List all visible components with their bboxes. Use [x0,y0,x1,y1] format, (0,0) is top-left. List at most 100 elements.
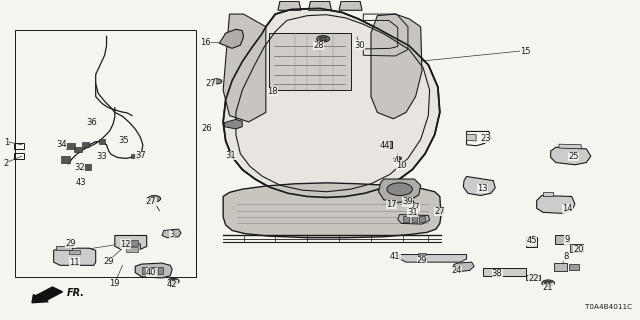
Text: 42: 42 [167,280,177,289]
Text: 24: 24 [452,266,462,275]
Text: 1: 1 [4,138,9,147]
Text: T0A4B4011C: T0A4B4011C [585,304,632,310]
Text: 33: 33 [97,152,108,161]
Polygon shape [543,192,552,196]
Text: 3: 3 [170,230,175,239]
Text: 8: 8 [563,252,569,261]
Polygon shape [308,1,332,10]
Circle shape [387,201,396,206]
Bar [403,216,408,222]
Text: 44: 44 [380,141,390,150]
Polygon shape [223,8,440,197]
Bar [61,156,70,163]
Text: 10: 10 [396,161,407,170]
FancyArrow shape [32,287,63,303]
Text: 27: 27 [146,197,156,206]
Circle shape [212,79,222,84]
Bar [142,267,147,274]
Text: 29: 29 [65,239,76,248]
Bar [82,142,90,147]
Text: 19: 19 [109,279,120,288]
Text: 4: 4 [394,156,399,164]
Circle shape [168,278,179,284]
Bar [527,275,540,280]
Text: 29: 29 [417,256,428,265]
Polygon shape [339,1,362,10]
Text: 27: 27 [205,79,216,88]
Text: 16: 16 [200,38,211,47]
Text: 30: 30 [354,41,365,50]
Circle shape [435,209,444,214]
Text: 37: 37 [135,151,146,160]
Bar [158,267,163,274]
Text: 32: 32 [74,164,84,172]
Text: 14: 14 [562,204,573,213]
Circle shape [387,183,412,196]
Bar [74,147,82,152]
Text: 17: 17 [386,200,397,209]
Text: 41: 41 [390,252,401,261]
Polygon shape [220,29,244,48]
Text: 38: 38 [492,269,502,278]
Text: 43: 43 [76,178,86,187]
Text: 15: 15 [520,47,531,56]
Text: 25: 25 [568,152,579,161]
Circle shape [170,280,177,283]
Polygon shape [225,119,243,129]
Polygon shape [223,14,266,122]
Text: 39: 39 [403,197,413,206]
Polygon shape [399,254,467,262]
Bar [56,246,72,250]
Text: 2: 2 [4,159,9,168]
Bar [99,140,105,144]
Polygon shape [463,177,495,196]
Bar [555,236,569,244]
Circle shape [317,36,330,42]
Text: 23: 23 [481,134,491,143]
Circle shape [394,156,401,160]
Text: 36: 36 [86,118,97,127]
Polygon shape [278,1,301,10]
Circle shape [148,196,161,202]
Bar [418,253,426,260]
Polygon shape [371,14,422,119]
Bar [131,154,137,158]
Polygon shape [379,179,420,203]
Text: 18: 18 [267,87,278,96]
Bar [150,267,156,274]
Text: 27: 27 [409,203,420,212]
Circle shape [544,281,552,285]
Text: 21: 21 [543,283,554,292]
Text: 11: 11 [69,258,80,267]
Text: 22: 22 [528,274,539,283]
Circle shape [402,199,413,205]
Bar [554,263,567,271]
Circle shape [410,207,419,212]
Bar [66,143,75,148]
Bar [84,164,92,170]
Circle shape [399,162,406,166]
Text: 35: 35 [118,136,129,145]
Text: 34: 34 [56,140,67,149]
Bar [14,153,24,159]
Circle shape [319,37,327,41]
Polygon shape [397,215,429,224]
Text: 31: 31 [407,208,418,217]
Text: 31: 31 [225,151,236,160]
Polygon shape [537,196,575,213]
Polygon shape [54,248,96,265]
Text: 45: 45 [526,236,537,245]
Polygon shape [135,263,172,278]
Polygon shape [452,262,474,272]
Text: 28: 28 [314,41,324,50]
Text: 29: 29 [103,257,114,266]
Bar [570,244,582,252]
Bar [69,251,81,253]
Polygon shape [550,147,591,165]
Text: 20: 20 [573,245,584,254]
Bar [412,216,417,222]
Polygon shape [269,33,351,90]
Text: 12: 12 [120,240,131,249]
Text: 27: 27 [435,207,445,216]
Text: 26: 26 [201,124,212,133]
